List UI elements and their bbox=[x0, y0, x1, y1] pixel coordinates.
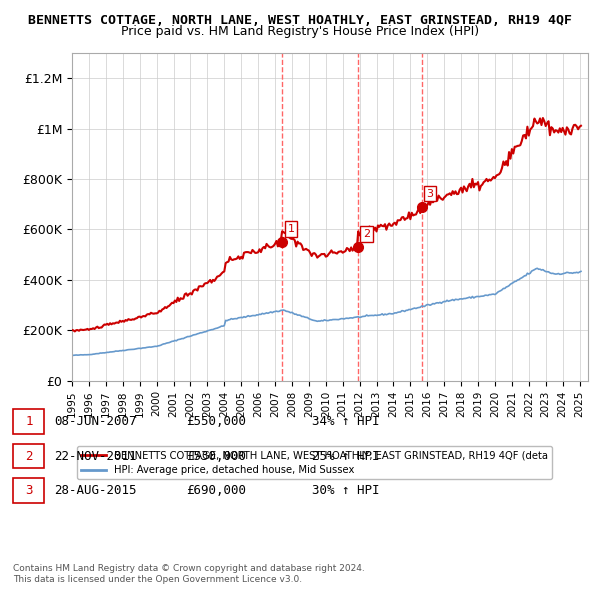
Text: 3: 3 bbox=[427, 189, 434, 199]
Text: 2: 2 bbox=[363, 229, 370, 239]
Text: Contains HM Land Registry data © Crown copyright and database right 2024.: Contains HM Land Registry data © Crown c… bbox=[13, 565, 365, 573]
Text: Price paid vs. HM Land Registry's House Price Index (HPI): Price paid vs. HM Land Registry's House … bbox=[121, 25, 479, 38]
Text: 22-NOV-2011: 22-NOV-2011 bbox=[54, 450, 137, 463]
Text: 30% ↑ HPI: 30% ↑ HPI bbox=[312, 484, 380, 497]
Text: 28-AUG-2015: 28-AUG-2015 bbox=[54, 484, 137, 497]
Text: £690,000: £690,000 bbox=[186, 484, 246, 497]
Text: £550,000: £550,000 bbox=[186, 415, 246, 428]
Text: £530,000: £530,000 bbox=[186, 450, 246, 463]
Text: 08-JUN-2007: 08-JUN-2007 bbox=[54, 415, 137, 428]
Text: BENNETTS COTTAGE, NORTH LANE, WEST HOATHLY, EAST GRINSTEAD, RH19 4QF: BENNETTS COTTAGE, NORTH LANE, WEST HOATH… bbox=[28, 14, 572, 27]
Text: 25% ↑ HPI: 25% ↑ HPI bbox=[312, 450, 380, 463]
Text: 2: 2 bbox=[25, 450, 32, 463]
Text: 34% ↑ HPI: 34% ↑ HPI bbox=[312, 415, 380, 428]
Text: 1: 1 bbox=[287, 224, 295, 234]
Text: This data is licensed under the Open Government Licence v3.0.: This data is licensed under the Open Gov… bbox=[13, 575, 302, 584]
Text: 3: 3 bbox=[25, 484, 32, 497]
Text: 1: 1 bbox=[25, 415, 32, 428]
Legend: BENNETTS COTTAGE, NORTH LANE, WEST HOATHLY, EAST GRINSTEAD, RH19 4QF (deta, HPI:: BENNETTS COTTAGE, NORTH LANE, WEST HOATH… bbox=[77, 446, 552, 479]
